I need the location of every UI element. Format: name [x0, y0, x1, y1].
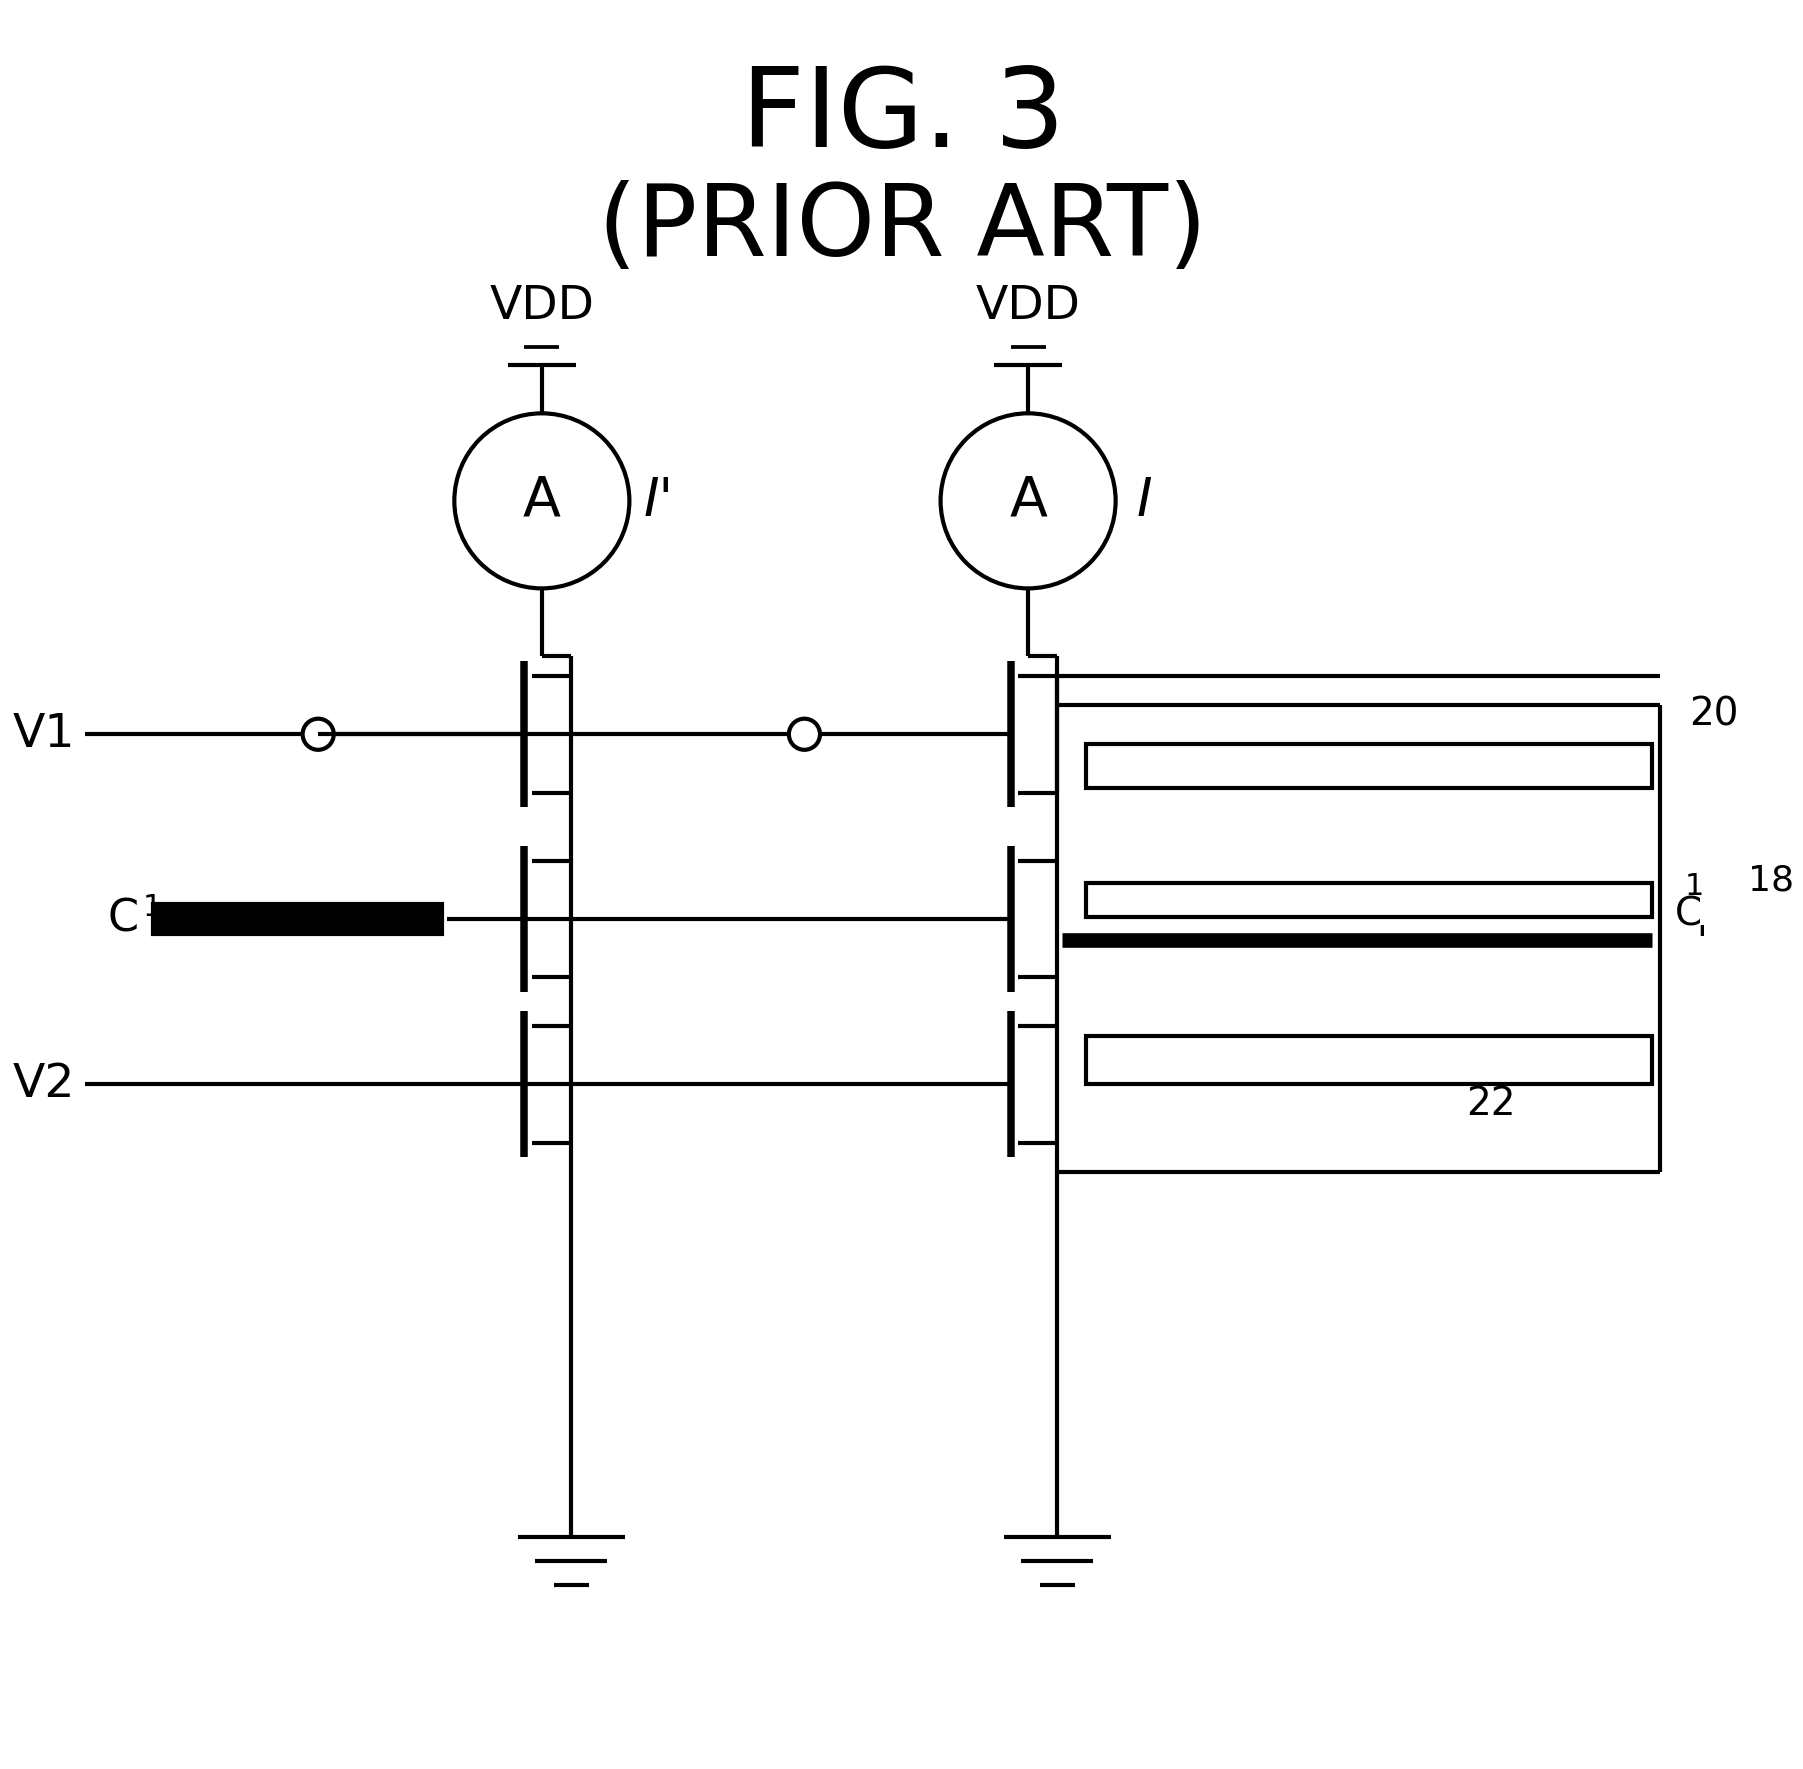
Text: ': ' [1697, 923, 1707, 962]
Text: FIG. 3: FIG. 3 [741, 64, 1066, 170]
Circle shape [790, 718, 820, 750]
Text: 1: 1 [1684, 872, 1704, 900]
Bar [1087, 883, 1653, 916]
Circle shape [303, 718, 334, 750]
Text: A: A [523, 474, 561, 527]
Text: I: I [1138, 474, 1152, 527]
Bar [1087, 745, 1653, 787]
Text: A: A [1010, 474, 1048, 527]
Text: (PRIOR ART): (PRIOR ART) [599, 180, 1208, 278]
Bar [153, 904, 442, 934]
Text: VDD: VDD [489, 283, 595, 329]
Text: C: C [106, 897, 139, 941]
Text: VDD: VDD [975, 283, 1080, 329]
Text: 22: 22 [1466, 1084, 1515, 1123]
Text: V1: V1 [13, 711, 76, 757]
Text: I': I' [644, 474, 674, 527]
Text: 20: 20 [1689, 695, 1738, 734]
Bar [1087, 1035, 1653, 1084]
Text: C: C [1675, 895, 1702, 934]
Text: 1: 1 [142, 893, 162, 922]
Text: V2: V2 [13, 1061, 76, 1107]
Text: 18: 18 [1747, 863, 1794, 897]
